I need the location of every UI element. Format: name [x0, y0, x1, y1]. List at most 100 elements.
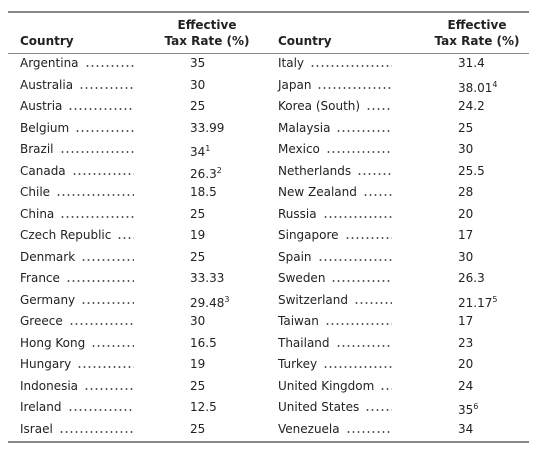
header-rule: [8, 53, 529, 54]
dot-leader: [117, 237, 134, 239]
header-rate-line: Effective: [177, 18, 237, 32]
footnote-mark: 5: [492, 294, 498, 304]
dot-leader: [335, 344, 392, 347]
country-cell: Indonesia: [20, 378, 138, 394]
country-cell: Hungary: [20, 356, 138, 372]
country-name: Indonesia: [20, 378, 79, 393]
dot-leader: [331, 280, 392, 282]
rate-cell: 21.175: [458, 292, 497, 311]
country-cell: Argentina: [20, 55, 138, 71]
rate-cell: 30: [190, 313, 205, 329]
country-name: Chile: [20, 185, 51, 199]
country-cell: New Zealand: [278, 184, 396, 200]
rate-cell: 356: [458, 399, 478, 418]
rate-cell: 33.33: [190, 270, 224, 286]
country-cell: Malaysia: [278, 120, 396, 136]
country-cell: Brazil: [20, 141, 138, 157]
rate-cell: 30: [458, 249, 473, 265]
rate-value: 30: [190, 314, 206, 328]
footnote-mark: 6: [473, 402, 479, 411]
header-country: Country: [20, 34, 74, 48]
rate-cell: 34: [458, 421, 473, 437]
rate-value: 33.99: [190, 120, 225, 135]
rate-cell: 33.99: [190, 120, 224, 136]
rate-value: 30: [190, 77, 206, 92]
dot-leader: [354, 301, 392, 304]
rate-value: 23: [458, 335, 474, 350]
country-name: Hong Kong: [20, 335, 86, 350]
dot-leader: [71, 172, 134, 175]
dot-leader: [81, 258, 134, 261]
rate-cell: 19: [190, 356, 205, 372]
top-rule: [8, 11, 529, 13]
rate-cell: 25: [190, 421, 205, 437]
country-cell: Russia: [278, 206, 396, 222]
country-name: China: [20, 206, 55, 221]
dot-leader: [323, 366, 392, 368]
dot-leader: [84, 65, 134, 67]
country-cell: Mexico: [278, 141, 396, 157]
rate-cell: 30: [190, 77, 205, 93]
rate-value: 16.5: [190, 335, 217, 350]
country-name: Czech Republic: [20, 228, 112, 242]
rate-value: 35: [458, 403, 474, 417]
rate-cell: 18.5: [190, 184, 217, 200]
country-name: Denmark: [20, 249, 76, 264]
country-cell: Canada: [20, 163, 138, 179]
rate-cell: 25: [190, 98, 205, 114]
rate-value: 19: [190, 357, 206, 371]
footnote-mark: 4: [492, 79, 498, 89]
country-cell: Chile: [20, 184, 138, 200]
country-cell: Japan: [278, 77, 396, 93]
rate-value: 35: [190, 56, 206, 70]
rate-cell: 28: [458, 184, 473, 200]
dot-leader: [336, 129, 392, 132]
rate-cell: 31.4: [458, 55, 485, 71]
rate-value: 34: [190, 145, 206, 159]
country-name: Japan: [278, 77, 312, 92]
rate-value: 20: [458, 206, 474, 221]
dot-leader: [366, 108, 392, 110]
header-rate-line: Tax Rate (%): [434, 34, 520, 48]
footnote-mark: 1: [205, 144, 211, 153]
rate-value: 25: [458, 120, 474, 135]
rate-cell: 16.5: [190, 335, 217, 351]
rate-cell: 17: [458, 227, 473, 243]
rate-value: 26.3: [190, 166, 217, 181]
country-cell: Denmark: [20, 249, 138, 265]
rate-value: 26.3: [458, 271, 485, 285]
country-cell: Australia: [20, 77, 138, 93]
dot-leader: [91, 344, 134, 347]
dot-leader: [77, 366, 134, 368]
country-cell: Italy: [278, 55, 396, 71]
dot-leader: [325, 151, 392, 153]
bottom-rule: [8, 441, 529, 443]
dot-leader: [58, 430, 134, 433]
country-name: Australia: [20, 77, 74, 92]
country-cell: Taiwan: [278, 313, 396, 329]
dot-leader: [79, 86, 134, 89]
dot-leader: [75, 129, 134, 132]
country-name: Hungary: [20, 357, 72, 371]
header-rate: Effective Tax Rate (%): [422, 17, 532, 49]
country-cell: Sweden: [278, 270, 396, 286]
rate-cell: 25.5: [458, 163, 485, 179]
rate-cell: 26.3: [458, 270, 485, 286]
rate-cell: 30: [458, 141, 473, 157]
country-cell: Netherlands: [278, 163, 396, 179]
rate-value: 29.48: [190, 295, 225, 310]
rate-cell: 19: [190, 227, 205, 243]
rate-value: 12.5: [190, 400, 217, 414]
rate-cell: 341: [190, 141, 210, 160]
rate-value: 28: [458, 185, 474, 199]
dot-leader: [362, 194, 392, 196]
country-name: United Kingdom: [278, 378, 375, 393]
footnote-mark: 3: [224, 294, 230, 304]
country-name: Switzerland: [278, 292, 348, 307]
country-cell: Greece: [20, 313, 138, 329]
dot-leader: [344, 237, 392, 239]
rate-value: 25: [190, 206, 206, 221]
country-name: Netherlands: [278, 163, 352, 178]
country-cell: Ireland: [20, 399, 138, 415]
rate-value: 25: [190, 99, 206, 113]
